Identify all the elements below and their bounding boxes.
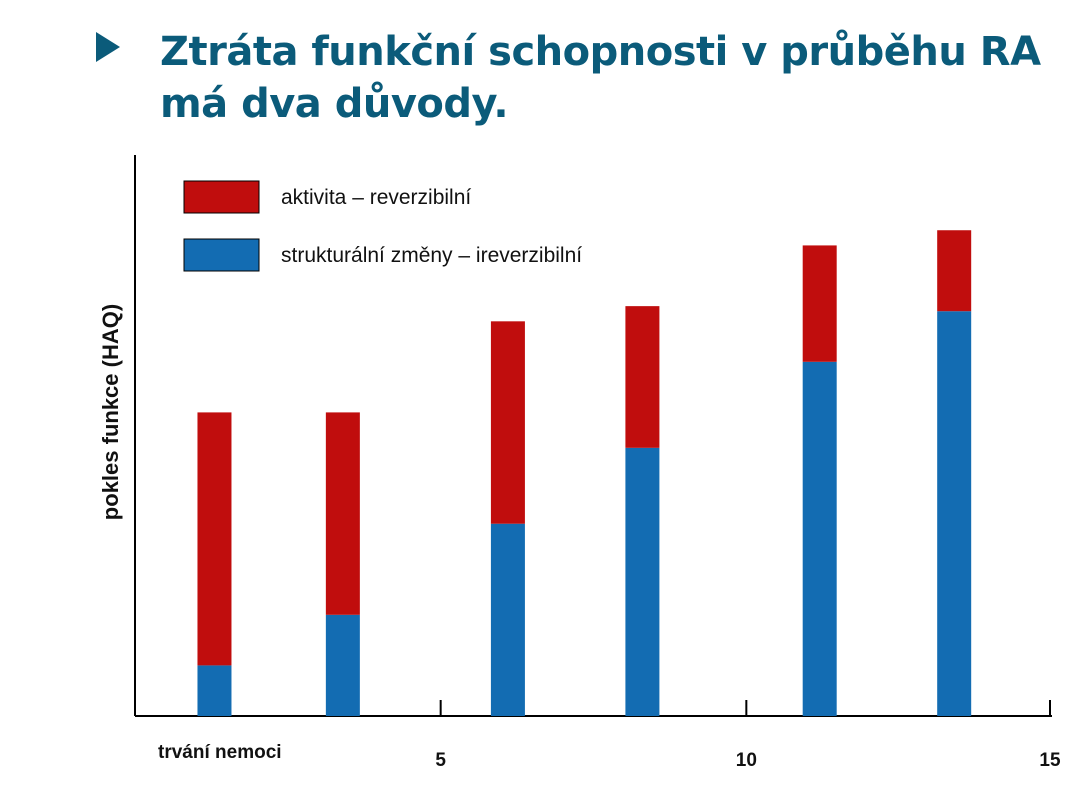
legend: aktivita – reverzibilní strukturální změ… xyxy=(183,180,582,272)
bars-group xyxy=(197,230,972,716)
bar-reversible-6 xyxy=(937,230,972,312)
bar-irreversible-2 xyxy=(325,614,360,716)
chart-axes xyxy=(134,155,1052,717)
bar-irreversible-5 xyxy=(802,361,837,716)
bar-reversible-5 xyxy=(802,245,837,362)
bar-irreversible-6 xyxy=(937,311,972,716)
bar-reversible-2 xyxy=(325,412,360,615)
legend-label-irreversible: strukturální změny – ireverzibilní xyxy=(281,244,582,267)
x-axis-title: trvání nemoci xyxy=(158,742,282,763)
legend-swatch-irreversible xyxy=(183,238,260,272)
bar-reversible-1 xyxy=(197,412,232,666)
bar-reversible-3 xyxy=(490,321,525,524)
legend-label-reversible: aktivita – reverzibilní xyxy=(281,186,471,209)
legend-swatch-reversible xyxy=(183,180,260,214)
x-tick-label: 5 xyxy=(435,750,446,771)
page-title: Ztráta funkční schopnosti v průběhu RA m… xyxy=(160,26,1041,130)
bar-irreversible-4 xyxy=(625,447,660,716)
bar-irreversible-3 xyxy=(490,523,525,716)
x-ticks-group: 5 10 15 xyxy=(435,700,1061,771)
triangle-bullet-icon xyxy=(96,32,120,62)
bar-reversible-4 xyxy=(625,306,660,448)
x-tick-label: 10 xyxy=(736,750,757,771)
y-axis-title: pokles funkce (HAQ) xyxy=(98,304,123,520)
x-tick-label: 15 xyxy=(1039,750,1061,771)
title-line-1: Ztráta funkční schopnosti v průběhu RA xyxy=(160,29,1041,75)
bar-irreversible-1 xyxy=(197,665,232,716)
title-line-2: má dva důvody. xyxy=(160,81,509,127)
